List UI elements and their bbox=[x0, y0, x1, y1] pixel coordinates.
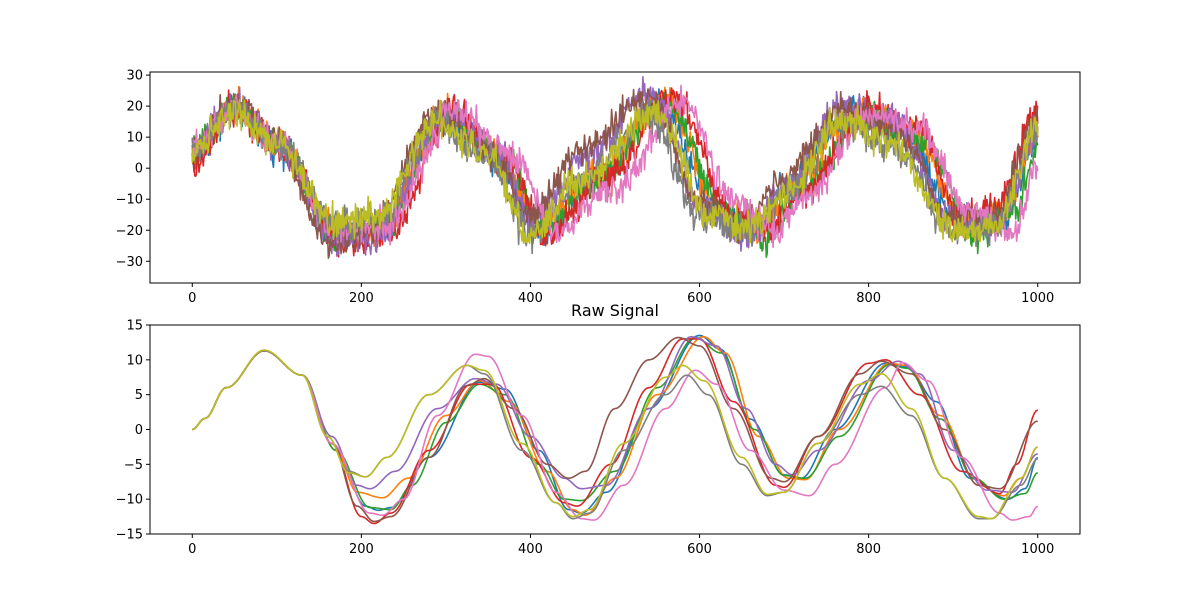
x-tick-label: 600 bbox=[687, 291, 712, 306]
x-tick-label: 800 bbox=[856, 542, 881, 557]
series-line-3 bbox=[192, 336, 1039, 511]
y-tick-label: 0 bbox=[135, 423, 143, 438]
series-line-5 bbox=[192, 336, 1038, 493]
y-tick-label: −5 bbox=[124, 458, 143, 473]
x-tick-label: 400 bbox=[518, 542, 543, 557]
y-tick-label: 10 bbox=[126, 131, 143, 146]
y-tick-label: −10 bbox=[116, 193, 143, 208]
x-tick-label: 200 bbox=[349, 291, 374, 306]
x-tick-label: 1000 bbox=[1021, 291, 1054, 306]
x-tick-label: 0 bbox=[188, 542, 196, 557]
x-tick-label: 400 bbox=[518, 291, 543, 306]
series-layer bbox=[191, 76, 1039, 259]
axes-layer: 0 200 400 600 800 1000 −30 −20 −10 0 10 20 30 bbox=[116, 69, 1055, 306]
x-tick-label: 0 bbox=[188, 291, 196, 306]
x-tick-label: 1000 bbox=[1021, 542, 1054, 557]
y-tick-label: 5 bbox=[135, 388, 143, 403]
y-tick-label: 0 bbox=[135, 162, 143, 177]
chart-raw-signal: Raw Signal 0 200 400 600 800 1000 −15 −10 −5 0 5 10… bbox=[116, 301, 1081, 558]
y-tick-label: −20 bbox=[116, 224, 143, 239]
y-tick-label: 15 bbox=[126, 319, 143, 334]
axes-layer: 0 200 400 600 800 1000 −15 −10 −5 0 5 10 15 bbox=[116, 319, 1055, 558]
series-layer bbox=[192, 334, 1039, 525]
plot-area-frame bbox=[149, 71, 1081, 284]
x-tick-label: 800 bbox=[856, 291, 881, 306]
series-line-9 bbox=[191, 99, 1039, 245]
chart-title: Raw Signal bbox=[571, 301, 659, 320]
y-tick-label: −15 bbox=[116, 528, 143, 543]
y-tick-label: 10 bbox=[126, 353, 143, 368]
y-tick-label: −30 bbox=[116, 255, 143, 270]
y-tick-label: 20 bbox=[126, 100, 143, 115]
series-line-9 bbox=[192, 349, 1039, 520]
y-tick-label: −10 bbox=[116, 493, 143, 508]
chart-noisy-signal: 0 200 400 600 800 1000 −30 −20 −10 0 10 20 30 bbox=[116, 69, 1081, 306]
y-tick-label: 30 bbox=[126, 69, 143, 84]
x-tick-label: 600 bbox=[687, 542, 712, 557]
x-tick-label: 200 bbox=[349, 542, 374, 557]
